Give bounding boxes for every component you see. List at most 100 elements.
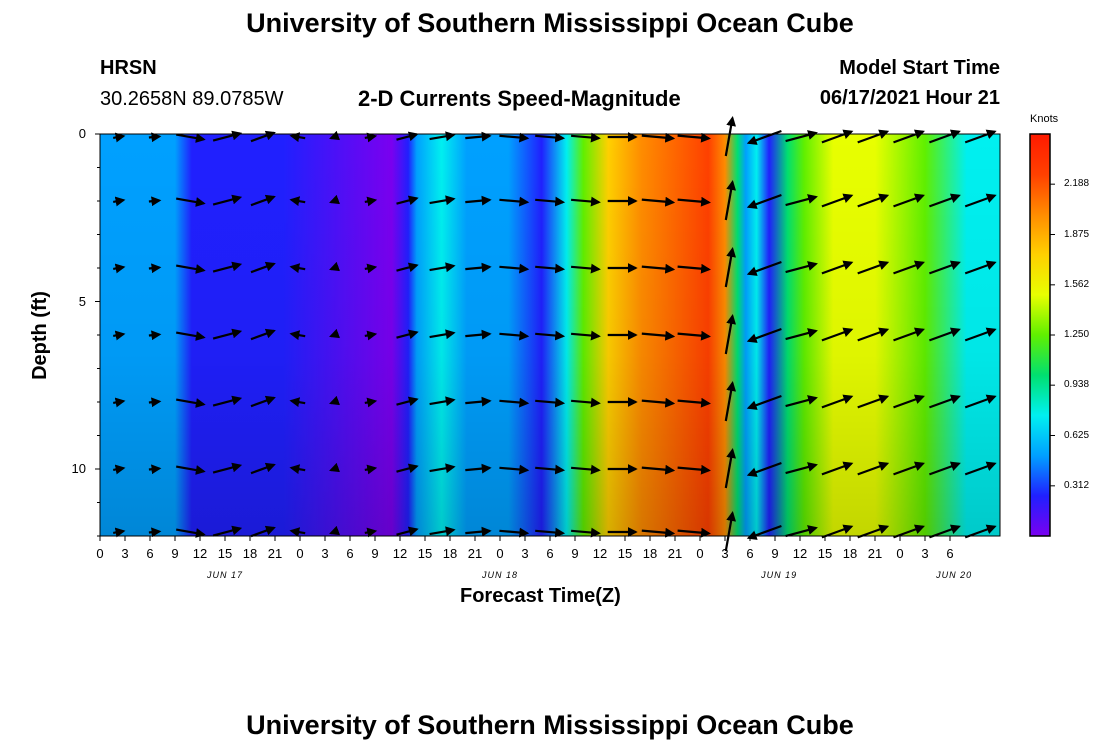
- current-vector-arrow: [212, 261, 243, 273]
- current-vector-arrow: [212, 395, 243, 407]
- current-vector-arrow: [250, 525, 276, 538]
- x-tick-label: 12: [792, 546, 808, 561]
- current-vector-arrow: [396, 262, 419, 273]
- current-vector-arrow: [289, 196, 306, 207]
- current-vector-arrow: [929, 260, 961, 275]
- x-tick-label: 6: [946, 546, 954, 561]
- x-tick-label: 15: [817, 546, 833, 561]
- current-vector-arrow: [571, 330, 601, 341]
- current-vector-arrow: [571, 263, 601, 274]
- current-vector-arrow: [535, 132, 566, 143]
- current-vector-arrow: [148, 527, 162, 538]
- current-vector-arrow: [465, 329, 492, 340]
- current-vector-arrow: [929, 461, 961, 476]
- current-vector-arrow: [289, 132, 306, 143]
- current-vector-arrow: [113, 527, 126, 538]
- current-vector-arrow: [148, 464, 162, 475]
- current-vector-arrow: [535, 527, 566, 538]
- x-tick-label: 9: [571, 546, 579, 561]
- x-tick-label: 6: [746, 546, 754, 561]
- current-vector-arrow: [535, 330, 566, 341]
- current-vector-arrow: [641, 464, 676, 475]
- current-vector-arrow: [571, 196, 601, 207]
- current-vector-arrow: [176, 331, 206, 341]
- current-vector-arrow: [857, 461, 890, 476]
- current-vector-arrow: [746, 260, 782, 276]
- current-vector-arrow: [724, 314, 736, 355]
- current-vector-arrow: [929, 394, 961, 409]
- current-vector-arrow: [724, 448, 736, 489]
- x-tick-label: 21: [667, 546, 683, 561]
- current-vector-arrow: [535, 464, 566, 475]
- current-vector-arrow: [429, 463, 456, 474]
- current-vector-arrow: [821, 327, 854, 342]
- current-vectors: [113, 116, 997, 552]
- x-tick-label: 0: [696, 546, 704, 561]
- model-start-label: Model Start Time: [839, 57, 1000, 79]
- current-vector-arrow: [964, 461, 997, 476]
- current-vector-arrow: [724, 381, 736, 422]
- current-vector-arrow: [329, 194, 341, 205]
- colorbar-unit-label: Knots: [1030, 113, 1059, 125]
- current-vector-arrow: [289, 464, 306, 475]
- current-vector-arrow: [641, 132, 676, 143]
- y-tick-label: 10: [71, 461, 86, 476]
- current-vector-arrow: [893, 461, 925, 476]
- current-vector-arrow: [785, 525, 818, 538]
- current-vector-arrow: [857, 260, 890, 275]
- current-vector-arrow: [499, 527, 530, 538]
- current-vector-arrow: [176, 264, 206, 274]
- current-vector-arrow: [677, 397, 711, 408]
- current-vector-arrow: [364, 132, 378, 143]
- current-vector-arrow: [364, 263, 378, 274]
- current-vector-arrow: [364, 527, 378, 538]
- current-vector-arrow: [641, 397, 676, 408]
- x-tick-label: 15: [617, 546, 633, 561]
- y-tick-label: 0: [78, 126, 86, 141]
- current-vector-arrow: [893, 193, 925, 208]
- current-vector-arrow: [148, 132, 162, 143]
- x-tick-label: 0: [96, 546, 104, 561]
- current-vector-arrow: [465, 195, 492, 206]
- current-vector-arrow: [746, 129, 782, 145]
- current-vector-arrow: [746, 394, 782, 410]
- x-tick-label: 0: [896, 546, 904, 561]
- current-vector-arrow: [465, 463, 492, 474]
- current-vector-arrow: [746, 193, 782, 209]
- current-vector-arrow: [677, 132, 711, 143]
- x-tick-label: 21: [267, 546, 283, 561]
- current-vector-arrow: [176, 465, 206, 475]
- current-vector-arrow: [429, 526, 456, 537]
- current-vector-arrow: [176, 197, 206, 207]
- x-tick-label: 6: [146, 546, 154, 561]
- current-vector-arrow: [148, 397, 162, 408]
- current-vector-arrow: [396, 396, 419, 407]
- current-vector-arrow: [571, 527, 601, 538]
- current-vector-arrow: [289, 397, 306, 408]
- current-vector-arrow: [329, 328, 341, 339]
- current-vector-arrow: [724, 247, 736, 288]
- current-vector-arrow: [964, 193, 997, 208]
- station-coordinates: 30.2658N 89.0785W: [100, 88, 284, 110]
- current-vector-arrow: [677, 527, 711, 538]
- current-vector-arrow: [289, 263, 306, 274]
- current-vector-arrow: [250, 328, 276, 341]
- current-vector-arrow: [250, 395, 276, 408]
- x-tick-label: 21: [867, 546, 883, 561]
- x-tick-label: 15: [217, 546, 233, 561]
- current-vector-arrow: [893, 129, 925, 144]
- current-vector-arrow: [571, 132, 601, 143]
- x-tick-label: 9: [771, 546, 779, 561]
- x-tick-label: 21: [467, 546, 483, 561]
- x-tick-label: 12: [592, 546, 608, 561]
- colorbar-tick-label: 0.625: [1064, 429, 1090, 441]
- current-vector-arrow: [465, 131, 492, 142]
- current-vector-arrow: [329, 130, 341, 141]
- x-tick-label: 18: [442, 546, 458, 561]
- current-vector-arrow: [113, 263, 126, 274]
- current-vector-arrow: [113, 132, 126, 143]
- current-vector-arrow: [964, 394, 997, 409]
- current-vector-arrow: [499, 464, 530, 475]
- current-vector-arrow: [929, 129, 961, 144]
